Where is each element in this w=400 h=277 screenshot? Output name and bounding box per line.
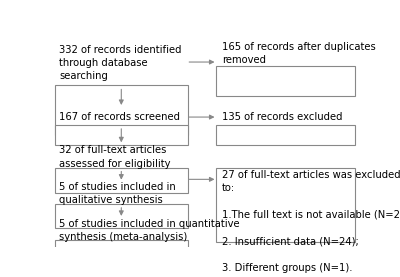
Text: 5 of studies included in quantitative
synthesis (meta-analysis): 5 of studies included in quantitative sy… bbox=[59, 219, 240, 242]
FancyBboxPatch shape bbox=[55, 204, 188, 229]
FancyBboxPatch shape bbox=[216, 66, 355, 96]
Text: 332 of records identified
through database
searching: 332 of records identified through databa… bbox=[59, 45, 182, 81]
Text: 135 of records excluded: 135 of records excluded bbox=[222, 112, 342, 122]
FancyBboxPatch shape bbox=[55, 168, 188, 193]
FancyBboxPatch shape bbox=[55, 240, 188, 265]
FancyBboxPatch shape bbox=[55, 86, 188, 135]
FancyBboxPatch shape bbox=[55, 125, 188, 145]
Text: 32 of full-text articles
assessed for eligibility: 32 of full-text articles assessed for el… bbox=[59, 145, 171, 168]
Text: 167 of records screened: 167 of records screened bbox=[59, 112, 180, 122]
Text: 5 of studies included in
qualitative synthesis: 5 of studies included in qualitative syn… bbox=[59, 182, 176, 206]
FancyBboxPatch shape bbox=[216, 168, 355, 242]
Text: 165 of records after duplicates
removed: 165 of records after duplicates removed bbox=[222, 42, 376, 65]
Text: 27 of full-text articles was excluded due
to:

1.The full text is not available : 27 of full-text articles was excluded du… bbox=[222, 170, 400, 273]
FancyBboxPatch shape bbox=[216, 125, 355, 145]
